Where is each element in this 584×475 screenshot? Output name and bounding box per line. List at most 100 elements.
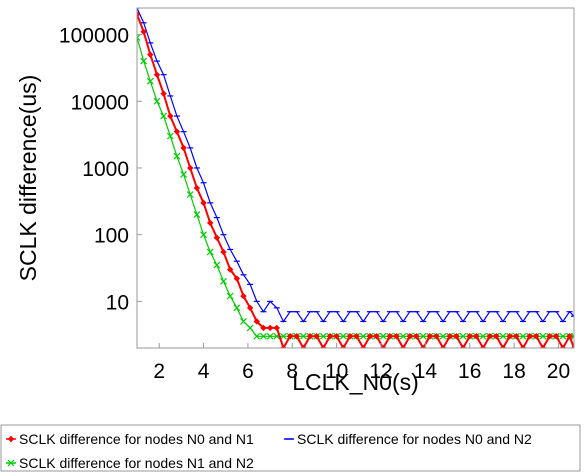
data-point [137,34,141,42]
data-point [300,344,307,348]
data-point [253,332,261,340]
y-tick-label: 100 [94,225,129,248]
data-point [570,332,574,340]
data-point [413,333,420,340]
data-point [140,28,147,35]
data-point [553,333,560,340]
data-point [166,132,174,140]
data-point [566,333,573,340]
data-point [140,57,148,65]
data-point [200,231,207,239]
data-point [559,332,567,340]
x-tick-label: 8 [286,360,298,383]
data-point [453,333,460,340]
data-point [320,344,327,348]
data-point [207,219,214,227]
data-point [446,333,453,340]
data-point [433,333,440,340]
y-tick-label: 1000 [82,158,129,181]
data-point [406,333,414,340]
data-point [380,344,387,348]
data-point [313,333,320,340]
data-point [473,333,480,340]
data-point [193,211,201,219]
data-point [533,333,540,340]
data-point [459,332,467,340]
data-point [279,332,287,340]
data-point [360,344,367,348]
data-point [393,333,400,340]
data-point [559,344,567,348]
y-tick-label: 10 [106,291,129,314]
data-point [213,261,221,269]
data-point [506,333,513,340]
data-point [233,304,241,312]
data-point [260,324,267,332]
data-point [459,344,467,348]
data-point [379,332,387,340]
data-point [233,275,241,282]
data-point [326,333,334,340]
data-point [226,266,234,273]
x-tick-label: 6 [242,360,254,383]
series-1 [137,11,574,348]
data-point [359,332,367,340]
data-point [419,332,427,340]
legend-label: SCLK difference for nodes N0 and N1 [19,431,254,447]
series-layer [137,8,574,348]
y-axis-ticks: 10 100 1000 10000 100000 [59,25,142,314]
x-tick-label: 20 [547,360,570,383]
data-point [319,332,327,340]
data-point [246,304,254,312]
data-point [187,164,194,172]
data-point [266,332,274,340]
data-point [499,332,507,340]
x-axis-ticks: 2 4 6 8 10 12 14 16 18 20 [153,343,570,383]
data-point [220,248,227,256]
data-point [366,333,374,340]
data-point [539,344,547,348]
data-point [570,344,574,348]
data-point [339,332,347,340]
data-point [240,318,247,325]
data-point [386,333,394,340]
x-tick-label: 18 [502,360,525,383]
data-point [193,184,201,192]
data-point [526,333,533,340]
data-point [153,97,161,105]
data-point [513,333,520,340]
data-point [333,333,340,340]
data-point [493,333,500,340]
data-point [519,344,527,348]
series-2 [137,8,574,323]
data-point [180,170,188,178]
data-point [260,332,267,340]
data-point [226,292,234,300]
data-point [146,77,154,85]
data-point [200,199,207,207]
legend-item: SCLK difference for nodes N0 and N1 [6,431,254,447]
data-point [439,344,447,348]
x-axis-title: LCLK_N0(s) [292,369,419,395]
data-point [353,333,360,340]
data-point [293,333,300,340]
legend-label: SCLK difference for nodes N0 and N2 [297,431,532,447]
data-point [486,333,493,340]
data-point [546,333,553,340]
data-point [299,332,307,340]
x-tick-label: 2 [153,360,165,383]
data-point [519,332,527,340]
data-point [499,344,507,348]
legend-item: SCLK difference for nodes N0 and N2 [284,431,532,447]
legend-swatch-marker [7,435,15,443]
data-point [160,90,167,97]
data-point [439,332,447,340]
data-point [273,324,280,332]
y-tick-label: 10000 [71,91,129,114]
x-tick-label: 14 [414,360,438,383]
x-tick-label: 16 [458,360,481,383]
data-point [466,333,473,340]
data-point [147,51,154,58]
x-tick-label: 10 [325,360,348,383]
x-tick-label: 4 [198,360,210,383]
